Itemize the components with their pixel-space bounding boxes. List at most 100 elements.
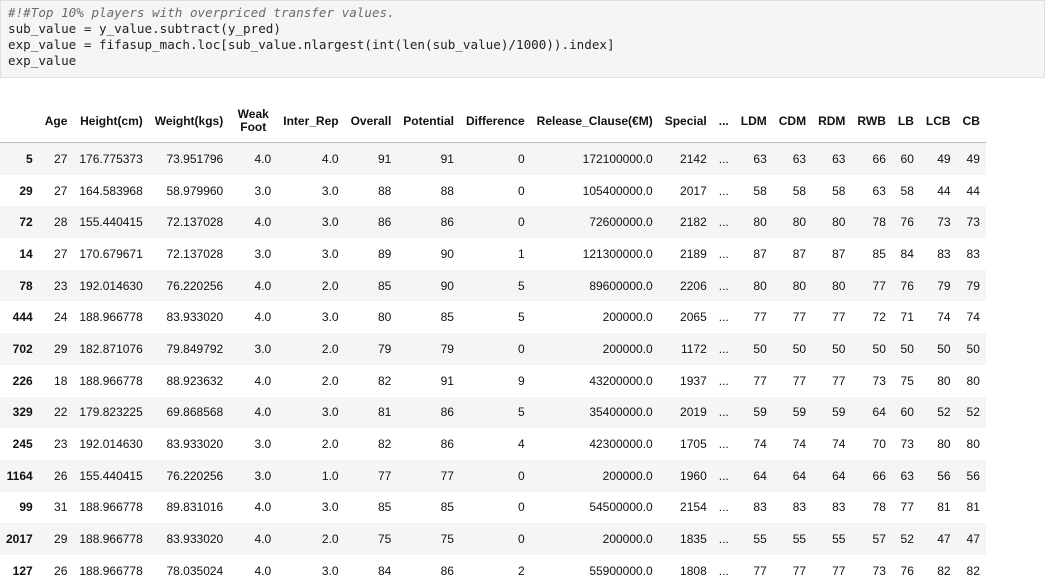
column-header: Inter_Rep (283, 114, 339, 128)
table-cell: 80 (966, 437, 980, 452)
table-row: 29 27 164.583968 58.979960 3.0 3.0 88 88 0 105400… (0, 175, 986, 207)
table-cell: 80 (966, 373, 980, 388)
table-cell: 4.0 (254, 278, 272, 293)
table-cell: 86 (377, 215, 392, 230)
table-cell: 23 (54, 278, 68, 293)
table-cell: 27 (54, 151, 68, 166)
table-cell: 3.0 (321, 563, 339, 578)
table-cell: 3.0 (321, 215, 339, 230)
table-cell: 35400000.0 (589, 405, 653, 420)
table-cell: 2189 (680, 246, 707, 261)
table-cell: 77 (377, 468, 392, 483)
table-cell: 70 (872, 437, 886, 452)
table-cell: 50 (753, 341, 767, 356)
table-cell: 2 (517, 563, 525, 578)
column-header: Overall (350, 114, 392, 128)
table-cell: 74 (753, 437, 767, 452)
table-cell: 188.966778 (79, 310, 143, 325)
table-cell: 28 (54, 215, 68, 230)
table-cell: 3.0 (321, 500, 339, 515)
table-cell: 188.966778 (79, 532, 143, 547)
table-cell: 2065 (680, 310, 707, 325)
row-index: 702 (12, 341, 33, 356)
row-index: 99 (19, 500, 33, 515)
table-cell: 76 (900, 215, 914, 230)
table-cell: 91 (377, 151, 392, 166)
table-cell: 3.0 (321, 310, 339, 325)
table-cell: 2154 (680, 500, 707, 515)
table-cell: 63 (832, 151, 846, 166)
table-cell: 83 (832, 500, 846, 515)
table-cell: 2.0 (321, 532, 339, 547)
table-cell: 56 (966, 468, 980, 483)
table-cell: 80 (792, 278, 807, 293)
table-cell: 66 (872, 468, 886, 483)
table-cell: 76 (900, 563, 914, 578)
table-cell: 77 (832, 563, 846, 578)
table-cell: 80 (832, 215, 846, 230)
table-cell: 91 (440, 151, 454, 166)
table-row: 702 29 182.871076 79.849792 3.0 2.0 79 79 0 20000… (0, 333, 986, 365)
code-cell-input[interactable]: #!#Top 10% players with overpriced trans… (0, 0, 1045, 78)
table-cell: 87 (832, 246, 846, 261)
table-cell: 78 (872, 500, 886, 515)
table-cell: 50 (937, 341, 951, 356)
table-cell: 82 (966, 563, 980, 578)
table-cell: 43200000.0 (589, 373, 653, 388)
column-header: Weight(kgs) (154, 114, 224, 128)
table-cell: 83 (792, 500, 807, 515)
table-cell: 3.0 (254, 341, 272, 356)
table-cell: 64 (792, 468, 807, 483)
code-comment-line: #!#Top 10% players with overpriced trans… (8, 5, 395, 20)
table-cell: 3.0 (254, 437, 272, 452)
table-cell: 2182 (680, 215, 707, 230)
table-cell: 24 (54, 310, 68, 325)
row-index: 2017 (6, 532, 33, 547)
table-cell: 179.823225 (79, 405, 143, 420)
table-cell: 23 (54, 437, 68, 452)
table-cell: 88 (377, 183, 392, 198)
table-cell: ... (718, 215, 729, 230)
table-cell: 73 (937, 215, 951, 230)
table-cell: 83 (937, 246, 951, 261)
table-cell: 80 (937, 373, 951, 388)
table-cell: 4.0 (254, 532, 272, 547)
table-cell: ... (718, 405, 729, 420)
table-cell: 50 (792, 341, 807, 356)
table-cell: 22 (54, 405, 68, 420)
table-cell: 74 (832, 437, 846, 452)
table-cell: 58 (792, 183, 807, 198)
table-cell: 9 (517, 373, 525, 388)
table-row: 329 22 179.823225 69.868568 4.0 3.0 81 86 5 35400… (0, 396, 986, 429)
table-cell: 64 (832, 468, 846, 483)
table-cell: 31 (54, 500, 68, 515)
column-header: Height(cm) (80, 114, 143, 128)
table-cell: 1960 (680, 468, 707, 483)
row-index: 245 (12, 437, 33, 452)
table-cell: 0 (517, 500, 525, 515)
table-cell: 188.966778 (79, 500, 143, 515)
table-cell: 75 (377, 532, 392, 547)
table-cell: ... (718, 246, 729, 261)
table-cell: 55 (832, 532, 846, 547)
column-header: Difference (465, 114, 525, 128)
table-cell: ... (718, 278, 729, 293)
table-cell: 200000.0 (602, 532, 653, 547)
table-cell: 84 (900, 246, 914, 261)
table-cell: 72 (872, 310, 886, 325)
column-header: LDM (740, 114, 767, 128)
table-cell: 76.220256 (166, 278, 224, 293)
row-index: 444 (12, 310, 33, 325)
table-cell: 87 (792, 246, 807, 261)
table-cell: 50 (966, 341, 980, 356)
table-cell: 81 (377, 405, 392, 420)
table-cell: 4.0 (254, 563, 272, 578)
table-cell: 0 (517, 468, 525, 483)
table-cell: 4 (517, 437, 525, 452)
table-cell: 1705 (680, 437, 707, 452)
code-line: sub_value = y_value.subtract(y_pred) (8, 21, 281, 36)
row-index: 329 (12, 405, 33, 420)
table-cell: 176.775373 (79, 151, 143, 166)
table-cell: 0 (517, 215, 525, 230)
table-cell: 47 (966, 532, 980, 547)
